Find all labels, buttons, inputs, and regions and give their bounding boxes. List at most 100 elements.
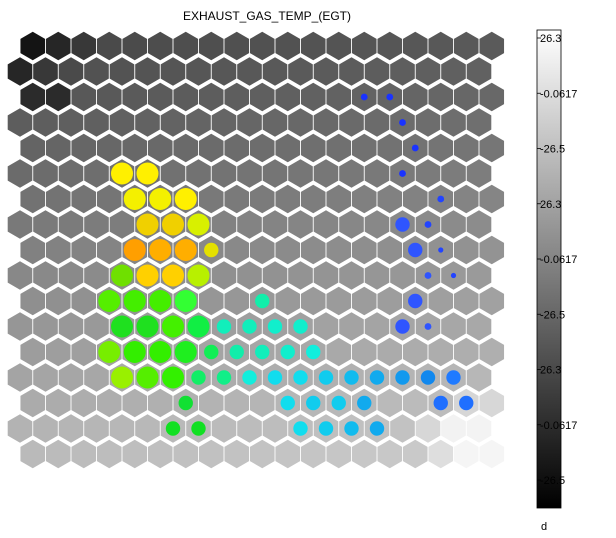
colorbar-tick-label: -26.5 [540, 475, 565, 487]
hex-cell [415, 159, 441, 188]
hex-cell [441, 312, 466, 341]
hex-cell [71, 388, 97, 418]
colorbar-tick-label: -26.5 [540, 144, 565, 156]
hex-cell [262, 159, 288, 188]
trajectory-point [187, 264, 210, 287]
trajectory-points [98, 93, 474, 436]
trajectory-point [399, 170, 406, 177]
trajectory-point [369, 421, 385, 436]
hex-cell [237, 108, 262, 137]
trajectory-point [136, 315, 159, 338]
hex-cell [275, 286, 301, 316]
hex-cell [364, 210, 390, 239]
hex-cell [428, 31, 454, 61]
hex-grid [7, 31, 505, 469]
hex-cell [237, 57, 262, 86]
trajectory-point [395, 319, 410, 334]
hex-cell [173, 31, 199, 61]
hex-cell [377, 286, 403, 316]
trajectory-point [204, 242, 219, 258]
hex-cell [288, 57, 313, 86]
trajectory-point [446, 370, 461, 385]
hex-cell [339, 159, 364, 188]
hex-cell [402, 388, 428, 418]
hex-cell [20, 82, 46, 112]
trajectory-point [242, 370, 257, 385]
hex-cell [313, 159, 339, 188]
hex-cell [453, 82, 479, 112]
hex-cell [224, 388, 250, 418]
hex-cell [390, 57, 415, 86]
hex-cell [249, 82, 275, 112]
hex-cell [339, 312, 364, 341]
hex-cell [441, 57, 466, 86]
hex-cell [415, 57, 441, 86]
hex-cell [147, 388, 173, 418]
hex-cell [7, 159, 33, 188]
hex-cell [249, 184, 275, 214]
hex-cell [211, 414, 237, 443]
hex-cell [466, 363, 492, 392]
hex-cell [428, 337, 454, 367]
hex-cell [453, 286, 479, 316]
hex-cell [20, 235, 46, 265]
hex-cell [224, 286, 250, 316]
hex-cell [453, 184, 479, 214]
trajectory-point [386, 93, 394, 101]
hex-cell [364, 57, 390, 86]
colorbar [536, 29, 562, 509]
hex-cell [466, 57, 492, 86]
hex-cell [198, 388, 224, 418]
hex-cell [339, 57, 364, 86]
hex-cell [211, 57, 237, 86]
trajectory-point [408, 242, 423, 258]
hex-cell [45, 82, 71, 112]
hex-cell [326, 133, 352, 163]
hex-cell [351, 184, 377, 214]
hex-cell [300, 235, 326, 265]
hex-cell [84, 159, 109, 188]
hex-cell [377, 235, 403, 265]
hex-cell [84, 57, 109, 86]
trajectory-point [293, 319, 308, 334]
hex-cell [96, 439, 122, 469]
colorbar-unit-label: d [541, 521, 547, 533]
hex-cell [58, 414, 84, 443]
hex-cell [58, 312, 84, 341]
hex-cell [453, 235, 479, 265]
hex-cell [351, 235, 377, 265]
hex-cell [160, 159, 186, 188]
hex-cell [339, 108, 364, 137]
hex-cell [33, 210, 58, 239]
hex-cell [45, 337, 71, 367]
hex-cell [390, 261, 415, 290]
hex-cell [326, 82, 352, 112]
hex-cell [71, 235, 97, 265]
trajectory-point [318, 421, 334, 436]
hex-cell [96, 31, 122, 61]
hex-cell [211, 108, 237, 137]
trajectory-point [162, 366, 184, 389]
hex-cell [109, 57, 135, 86]
hex-cell [71, 31, 97, 61]
trajectory-point [306, 344, 321, 360]
trajectory-point [149, 290, 172, 312]
trajectory-point [123, 290, 146, 312]
colorbar-tick-label: -26.5 [540, 309, 565, 321]
trajectory-point [255, 293, 270, 309]
hex-cell [479, 235, 505, 265]
hex-cell [224, 133, 250, 163]
trajectory-point [174, 239, 197, 261]
hex-cell [33, 261, 58, 290]
hex-cell [364, 312, 390, 341]
hex-cell [300, 31, 326, 61]
hex-cell [237, 414, 262, 443]
hex-cell [453, 133, 479, 163]
hex-cell [313, 210, 339, 239]
hex-cell [109, 210, 135, 239]
colorbar-tick-label: -0.0617 [540, 88, 577, 100]
hex-cell [58, 210, 84, 239]
hex-cell [71, 439, 97, 469]
hex-cell [326, 286, 352, 316]
